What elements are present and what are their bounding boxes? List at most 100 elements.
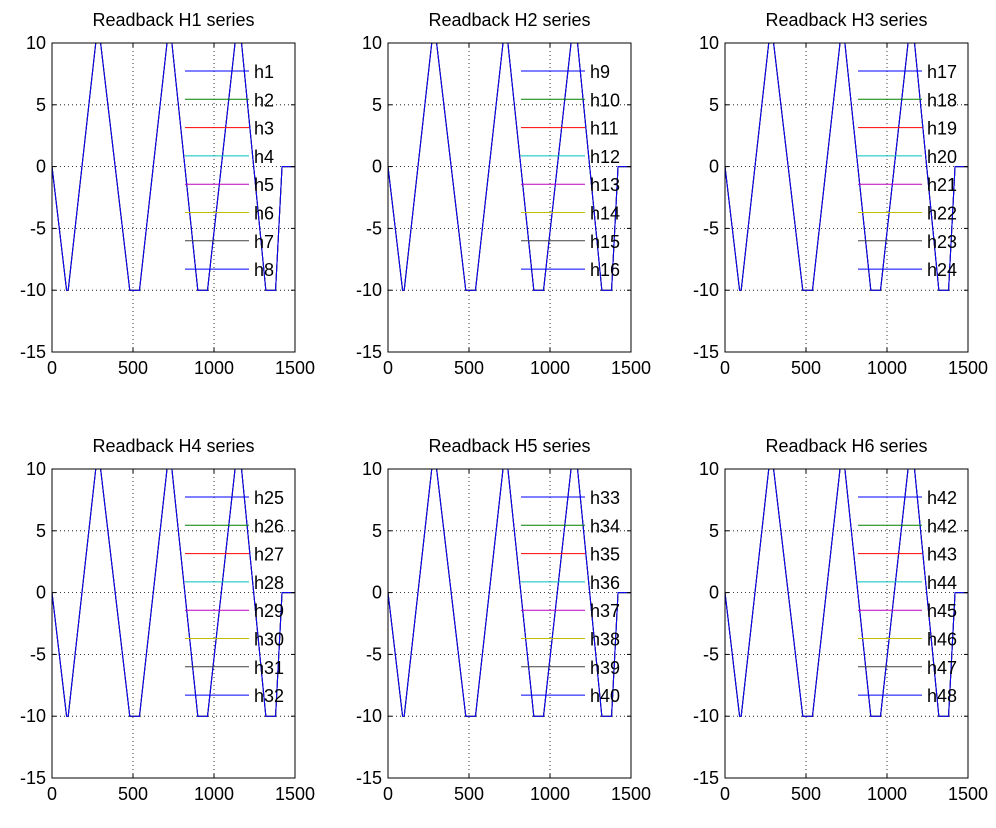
legend-label: h36 bbox=[590, 573, 620, 593]
legend-label: h21 bbox=[927, 175, 957, 195]
x-tick-label: 1000 bbox=[530, 784, 570, 804]
legend-item: h4 bbox=[185, 147, 274, 167]
legend-item: h19 bbox=[858, 119, 957, 139]
chart-title: Readback H5 series bbox=[428, 436, 590, 456]
legend-item: h18 bbox=[858, 90, 957, 110]
x-tick-label: 0 bbox=[47, 784, 57, 804]
legend-label: h7 bbox=[254, 232, 274, 252]
legend-item: h28 bbox=[185, 573, 284, 593]
legend-label: h34 bbox=[590, 516, 620, 536]
x-tick-label: 1500 bbox=[611, 358, 651, 378]
legend-label: h16 bbox=[590, 260, 620, 280]
y-tick-label: -10 bbox=[20, 706, 46, 726]
x-tick-label: 1500 bbox=[275, 784, 315, 804]
y-tick-label: -15 bbox=[20, 342, 46, 362]
series-line-h40 bbox=[388, 469, 631, 717]
axes-box bbox=[387, 42, 632, 353]
plot-area bbox=[52, 43, 295, 352]
subplot-3: 0 500 1000 1500 10 5 0 -5 -10 -15 Readback H3 seri… bbox=[693, 10, 988, 378]
y-tick-label: -10 bbox=[356, 706, 382, 726]
y-tick-label: 10 bbox=[362, 459, 382, 479]
legend-item: h6 bbox=[185, 204, 274, 224]
legend-item: h23 bbox=[858, 232, 957, 252]
legend-label: h47 bbox=[927, 658, 957, 678]
x-tick-label: 500 bbox=[791, 784, 821, 804]
x-tick-label: 1000 bbox=[530, 358, 570, 378]
plot-area bbox=[725, 43, 968, 352]
legend-label: h4 bbox=[254, 147, 274, 167]
legend-item: h16 bbox=[521, 260, 620, 280]
legend-label: h46 bbox=[927, 630, 957, 650]
x-tick-label: 500 bbox=[118, 358, 148, 378]
legend-item: h9 bbox=[521, 62, 610, 82]
legend-item: h11 bbox=[521, 119, 619, 139]
legend-label: h23 bbox=[927, 232, 957, 252]
y-tick-label: 0 bbox=[709, 157, 719, 177]
axes-box bbox=[51, 42, 296, 353]
y-tick-label: 5 bbox=[36, 521, 46, 541]
legend-label: h5 bbox=[254, 175, 274, 195]
legend-item: h25 bbox=[185, 488, 284, 508]
y-tick-label: -5 bbox=[366, 644, 382, 664]
y-tick-label: 0 bbox=[36, 157, 46, 177]
y-tick-label: 10 bbox=[699, 459, 719, 479]
x-tick-label: 1000 bbox=[194, 358, 234, 378]
x-tick-label: 0 bbox=[383, 358, 393, 378]
legend-item: h32 bbox=[185, 686, 284, 706]
x-tick-label: 0 bbox=[47, 358, 57, 378]
x-tick-label: 0 bbox=[720, 358, 730, 378]
legend-label: h13 bbox=[590, 175, 620, 195]
legend-item: h44 bbox=[858, 573, 957, 593]
legend-item: h33 bbox=[521, 488, 620, 508]
subplot-2: 0 500 1000 1500 10 5 0 -5 -10 -15 Readback H2 seri… bbox=[356, 10, 651, 378]
x-tick-label: 0 bbox=[383, 784, 393, 804]
legend-label: h18 bbox=[927, 90, 957, 110]
y-tick-label: -15 bbox=[693, 768, 719, 788]
y-tick-label: 5 bbox=[709, 521, 719, 541]
y-tick-label: 0 bbox=[372, 157, 382, 177]
series-line-h16 bbox=[388, 43, 631, 291]
subplot-4: 0 500 1000 1500 10 5 0 -5 -10 -15 Readback H4 seri… bbox=[20, 436, 315, 804]
series-line-h32 bbox=[52, 469, 295, 717]
legend-label: h45 bbox=[927, 601, 957, 621]
y-tick-label: -5 bbox=[30, 644, 46, 664]
chart-title: Readback H3 series bbox=[765, 10, 927, 30]
legend-label: h32 bbox=[254, 686, 284, 706]
y-tick-label: -15 bbox=[356, 342, 382, 362]
legend-label: h33 bbox=[590, 488, 620, 508]
x-tick-label: 1000 bbox=[867, 784, 907, 804]
legend-item: h21 bbox=[858, 175, 957, 195]
legend-item: h47 bbox=[858, 658, 957, 678]
plot-area bbox=[388, 469, 631, 778]
y-tick-label: -15 bbox=[693, 342, 719, 362]
plot-area bbox=[725, 469, 968, 778]
legend-label: h44 bbox=[927, 573, 957, 593]
legend-item: h15 bbox=[521, 232, 620, 252]
legend-item: h10 bbox=[521, 90, 620, 110]
chart-title: Readback H4 series bbox=[92, 436, 254, 456]
x-tick-label: 500 bbox=[454, 358, 484, 378]
x-tick-label: 0 bbox=[720, 784, 730, 804]
x-tick-label: 1500 bbox=[611, 784, 651, 804]
legend-item: h34 bbox=[521, 516, 620, 536]
legend-item: h5 bbox=[185, 175, 274, 195]
legend-item: h7 bbox=[185, 232, 274, 252]
y-tick-label: 10 bbox=[26, 33, 46, 53]
y-tick-label: -15 bbox=[20, 768, 46, 788]
subplot-6: 0 500 1000 1500 10 5 0 -5 -10 -15 Readback H6 seri… bbox=[693, 436, 988, 804]
y-tick-label: 0 bbox=[36, 583, 46, 603]
legend-item: h36 bbox=[521, 573, 620, 593]
y-tick-label: -5 bbox=[703, 644, 719, 664]
series-line-h48 bbox=[725, 469, 968, 717]
legend-label: h38 bbox=[590, 630, 620, 650]
legend-item: h27 bbox=[185, 545, 284, 565]
legend-label: h1 bbox=[254, 62, 274, 82]
legend-label: h15 bbox=[590, 232, 620, 252]
legend-label: h11 bbox=[590, 119, 619, 139]
axes-box bbox=[724, 468, 969, 779]
x-tick-label: 500 bbox=[454, 784, 484, 804]
y-tick-label: 5 bbox=[372, 521, 382, 541]
legend-label: h37 bbox=[590, 601, 620, 621]
legend-label: h30 bbox=[254, 630, 284, 650]
